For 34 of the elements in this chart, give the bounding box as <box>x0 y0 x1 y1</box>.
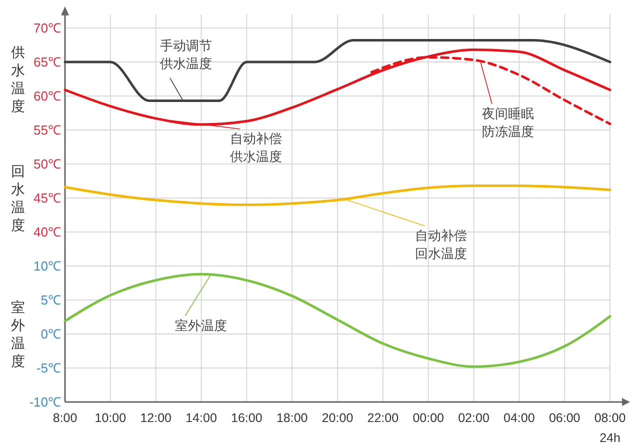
y-tick-label: 5℃ <box>40 292 61 308</box>
x-tick-label: 20:00 <box>322 411 354 425</box>
x-tick-label: 16:00 <box>231 411 262 425</box>
x-tick-label: 10:00 <box>94 411 126 425</box>
x-tick-label: 22:00 <box>367 411 399 425</box>
y-tick-label: 55℃ <box>34 122 61 138</box>
x-tick-label: 14:00 <box>186 411 217 425</box>
x-tick-label: 18:00 <box>276 411 308 425</box>
x-tick-label: 06:00 <box>548 411 580 425</box>
y-axis-title: 室外温度 <box>11 300 25 370</box>
text: 室外温度 <box>175 318 227 334</box>
x-tick-label: 8:00 <box>52 411 78 425</box>
x-tick-label: 04:00 <box>504 411 535 425</box>
series-label: 手动调节供水温度 <box>160 39 212 72</box>
y-tick-label: 40℃ <box>34 224 61 240</box>
y-axis-title: 供水温度 <box>11 44 25 115</box>
y-tick-label: 50℃ <box>34 156 61 172</box>
y-tick-label: 45℃ <box>34 190 61 206</box>
y-tick-label: 70℃ <box>34 20 61 36</box>
x-tick-label: 00:00 <box>412 411 444 425</box>
x-tick-label: 08:00 <box>594 411 626 425</box>
y-axis-title: 回水温度 <box>11 164 25 234</box>
x-tick-label: 02:00 <box>458 411 490 425</box>
y-tick-label: 65℃ <box>34 54 61 70</box>
y-tick-label: 0℃ <box>40 326 61 342</box>
text: 自动补偿回水温度 <box>415 229 467 262</box>
y-tick-label: -10℃ <box>29 394 61 410</box>
y-tick-label: 10℃ <box>34 258 61 274</box>
series-label: 夜间睡眠防冻温度 <box>482 106 534 140</box>
series-label: 自动补偿供水温度 <box>230 132 282 165</box>
x-axis-title: 24h <box>600 431 620 445</box>
y-tick-label: -5℃ <box>36 360 61 376</box>
x-tick-label: 12:00 <box>140 411 172 425</box>
y-tick-label: 60℃ <box>34 88 61 104</box>
